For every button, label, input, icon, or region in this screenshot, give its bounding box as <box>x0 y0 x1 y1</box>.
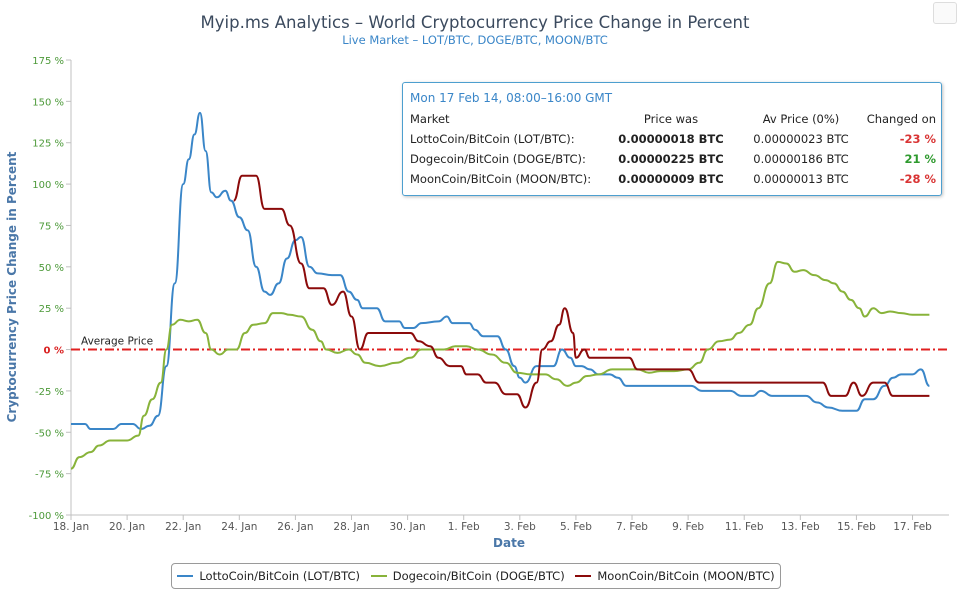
tooltip-price: 0.00000009 BTC <box>618 171 724 186</box>
x-axis-title: Date <box>493 536 525 550</box>
chart-subtitle: Live Market – LOT/BTC, DOGE/BTC, MOON/BT… <box>342 33 608 47</box>
x-tick-label: 26. Jan <box>277 521 313 533</box>
x-tick-label: 18. Jan <box>53 521 89 533</box>
tooltip-market: Dogecoin/BitCoin (DOGE/BTC): <box>410 151 586 166</box>
x-tick-label: 24. Jan <box>221 521 257 533</box>
tooltip-avg: 0.00000023 BTC <box>753 131 849 146</box>
legend-item-moon[interactable]: MoonCoin/BitCoin (MOON/BTC) <box>575 569 775 583</box>
legend-swatch-doge <box>370 575 387 577</box>
y-tick-label: 175 % <box>32 56 64 67</box>
tooltip-change: -28 % <box>899 171 936 186</box>
legend-label-doge: Dogecoin/BitCoin (DOGE/BTC) <box>392 569 565 583</box>
x-tick-label: 30. Jan <box>389 521 425 533</box>
y-tick-label: 150 % <box>32 97 64 108</box>
x-tick-label: 7. Feb <box>616 521 648 533</box>
tooltip-table: Market Price was Av Price (0%) Changed o… <box>410 112 936 191</box>
axes <box>70 60 949 516</box>
average-price-line: Average Price <box>71 336 949 351</box>
x-tick-label: 11. Feb <box>725 521 764 533</box>
tooltip-market: LottoCoin/BitCoin (LOT/BTC): <box>410 131 575 146</box>
tooltip-market: MoonCoin/BitCoin (MOON/BTC): <box>410 171 592 186</box>
x-tick-label: 5. Feb <box>560 521 592 533</box>
y-tick-label: 50 % <box>39 263 64 274</box>
tooltip-col-avg: Av Price (0%) <box>762 112 840 126</box>
chart-title: Myip.ms Analytics – World Cryptocurrency… <box>201 13 750 32</box>
tooltip-col-price: Price was <box>643 112 699 126</box>
y-tick-label: 0 % <box>44 346 64 357</box>
x-tick-label: 13. Feb <box>781 521 820 533</box>
chart-legend: LottoCoin/BitCoin (LOT/BTC) Dogecoin/Bit… <box>171 563 781 589</box>
tooltip-col-market: Market <box>410 112 450 126</box>
tooltip-price: 0.00000225 BTC <box>618 151 724 166</box>
legend-label-lot: LottoCoin/BitCoin (LOT/BTC) <box>199 569 361 583</box>
y-tick-label: 75 % <box>39 221 64 232</box>
y-tick-label: -100 % <box>29 511 64 522</box>
legend-item-lot[interactable]: LottoCoin/BitCoin (LOT/BTC) <box>177 569 360 583</box>
series-lines[interactable] <box>70 111 930 470</box>
average-price-label: Average Price <box>81 336 153 348</box>
y-tick-label: 25 % <box>39 304 64 315</box>
legend-label-moon: MoonCoin/BitCoin (MOON/BTC) <box>597 569 775 583</box>
tooltip-col-change: Changed on <box>866 112 936 126</box>
series-line-moon[interactable] <box>232 174 930 409</box>
legend-swatch-lot <box>177 575 194 577</box>
x-tick-label: 17. Feb <box>893 521 932 533</box>
tooltip-heading: Mon 17 Feb 14, 08:00–16:00 GMT <box>410 91 613 105</box>
legend-swatch-moon <box>575 575 592 577</box>
x-tick-label: 28. Jan <box>333 521 369 533</box>
tooltip-change: 21 % <box>904 151 936 166</box>
x-axis-ticks: 18. Jan 20. Jan 22. Jan 24. Jan 26. Jan 28. J… <box>53 515 932 533</box>
tooltip-box: Mon 17 Feb 14, 08:00–16:00 GMT Market Pr… <box>402 82 942 196</box>
tooltip-header-row: Market Price was Av Price (0%) Changed o… <box>410 112 936 131</box>
tooltip-price: 0.00000018 BTC <box>618 131 724 146</box>
x-tick-label: 3. Feb <box>504 521 536 533</box>
y-tick-label: 100 % <box>32 180 64 191</box>
x-tick-label: 9. Feb <box>672 521 704 533</box>
y-tick-label: -25 % <box>35 387 64 398</box>
export-menu-button[interactable] <box>933 2 957 24</box>
series-line-lot[interactable] <box>71 111 930 431</box>
legend-item-doge[interactable]: Dogecoin/BitCoin (DOGE/BTC) <box>370 569 565 583</box>
tooltip-row: Dogecoin/BitCoin (DOGE/BTC): 0.00000225 … <box>410 151 936 171</box>
tooltip-row: MoonCoin/BitCoin (MOON/BTC): 0.00000009 … <box>410 171 936 191</box>
y-tick-label: -75 % <box>35 470 64 481</box>
x-tick-label: 22. Jan <box>165 521 201 533</box>
y-axis-title: Cryptocurrency Price Change in Percent <box>5 151 19 422</box>
tooltip-avg: 0.00000186 BTC <box>753 151 849 166</box>
x-tick-label: 1. Feb <box>448 521 480 533</box>
tooltip-change: -23 % <box>899 131 936 146</box>
tooltip-avg: 0.00000013 BTC <box>753 171 849 186</box>
y-tick-label: -50 % <box>35 428 64 439</box>
series-line-doge[interactable] <box>70 260 930 470</box>
y-axis-ticks: 175 % 150 % 125 % 100 % 75 % 50 % 25 % 0 % -25 %… <box>29 56 71 522</box>
tooltip-row: LottoCoin/BitCoin (LOT/BTC): 0.00000018 … <box>410 131 936 151</box>
x-tick-label: 20. Jan <box>109 521 145 533</box>
y-tick-label: 125 % <box>32 139 64 150</box>
x-tick-label: 15. Feb <box>837 521 876 533</box>
